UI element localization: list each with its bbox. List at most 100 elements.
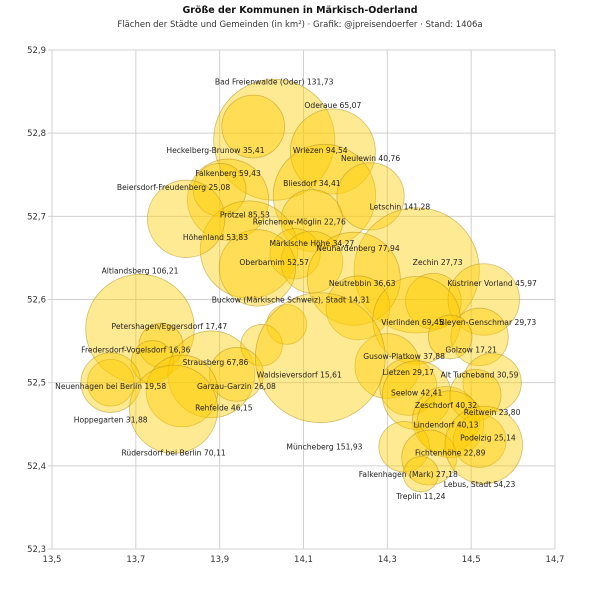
bubble-label: Lindendorf 40,13 (414, 420, 479, 429)
x-tick-label: 14,1 (294, 555, 313, 565)
bubble-label: Garzau-Garzin 26,08 (197, 382, 276, 391)
x-tick-label: 13,9 (210, 555, 229, 565)
bubble[interactable] (209, 347, 264, 402)
x-tick-label: 14,5 (462, 555, 481, 565)
bubble-label: Rehfelde 46,15 (195, 404, 253, 413)
bubble[interactable] (86, 358, 135, 407)
bubble[interactable] (449, 369, 502, 422)
bubble-label: Märkische Höhe 34,27 (269, 239, 354, 248)
bubble[interactable] (147, 179, 226, 258)
bubble-label: Lebus, Stadt 54,23 (444, 480, 516, 489)
bubble-label: Reitwein 23,80 (464, 408, 521, 417)
bubble[interactable] (85, 273, 195, 384)
bubble[interactable] (444, 405, 523, 485)
bubble-label: Beiersdorf-Freudenberg 25,08 (117, 183, 231, 192)
bubble-label: Bleyen-Genschmar 29,73 (440, 318, 537, 327)
bubble-label: Hoppegarten 31,88 (74, 415, 148, 424)
bubble[interactable] (218, 229, 297, 307)
bubble-label: Letschin 141,28 (370, 202, 431, 211)
bubble[interactable] (240, 324, 283, 367)
bubble[interactable] (145, 354, 219, 428)
bubble[interactable] (213, 78, 336, 201)
bubble[interactable] (372, 275, 461, 365)
bubble[interactable] (354, 333, 421, 399)
y-tick-label: 52,5 (27, 379, 46, 389)
bubbles (80, 78, 523, 493)
bubble[interactable] (402, 456, 439, 493)
bubble-label: Gusow-Platkow 37,88 (363, 352, 445, 361)
bubble[interactable] (289, 108, 376, 195)
bubble-label: Bliesdorf 34,41 (283, 179, 341, 188)
bubble[interactable] (336, 162, 405, 231)
bubble[interactable] (401, 429, 458, 486)
bubble-labels: Bad Freienwalde (Oder) 131,73 Oderaue 65,… (55, 78, 537, 501)
bubble-label: Altlandsberg 106,21 (102, 266, 179, 275)
bubble[interactable] (266, 304, 308, 345)
y-tick-label: 52,9 (27, 46, 46, 56)
bubble[interactable] (167, 330, 256, 419)
bubble-label: Rüdersdorf bei Berlin 70,11 (121, 449, 225, 458)
chart-subtitle: Flächen der Städte und Gemeinden (in km²… (117, 20, 483, 30)
bubble-label: Petershagen/Eggersdorf 17,47 (112, 322, 228, 331)
bubble-label: Höhenland 53,83 (183, 233, 248, 242)
y-tick-label: 52,6 (27, 296, 46, 306)
bubble-label: Lietzen 29,17 (382, 368, 434, 377)
bubble-label: Golzow 17,21 (445, 345, 497, 354)
bubble[interactable] (130, 340, 175, 384)
bubble-label: Waldsieversdorf 15,61 (257, 370, 342, 379)
bubble-label: Fredersdorf-Vogelsdorf 16,36 (81, 345, 191, 354)
bubble-label: Strausberg 67,86 (183, 358, 249, 367)
bubble[interactable] (381, 360, 452, 430)
y-tick-label: 52,4 (27, 462, 46, 472)
bubble-label: Seelow 42,41 (391, 389, 442, 398)
bubble[interactable] (306, 231, 401, 326)
bubble-label: Bad Freienwalde (Oder) 131,73 (215, 78, 334, 87)
bubble-label: Alt Tucheband 30,59 (441, 370, 519, 379)
bubble[interactable] (280, 189, 344, 252)
bubble-label: Neuenhagen bei Berlin 19,58 (55, 382, 166, 391)
bubble-label: Küstriner Vorland 45,97 (447, 279, 537, 288)
x-tick-label: 13,7 (126, 555, 145, 565)
bubble-label: Oberbarnim 52,57 (239, 258, 309, 267)
bubble-label: Zechin 27,73 (413, 258, 463, 267)
bubble[interactable] (80, 352, 141, 413)
y-tick-label: 52,8 (27, 129, 46, 139)
bubble[interactable] (192, 162, 247, 217)
bubble-label: Podelzig 25,14 (460, 434, 516, 443)
bubble-label: Buckow (Märkische Schweiz), Stadt 14,31 (212, 296, 371, 305)
bubble[interactable] (254, 292, 386, 424)
bubble[interactable] (416, 390, 484, 459)
bubble-label: Neulewin 40,76 (341, 154, 400, 163)
bubble[interactable] (427, 314, 473, 360)
bubble[interactable] (462, 353, 522, 413)
bubble[interactable] (379, 357, 438, 416)
bubble[interactable] (269, 228, 321, 280)
bubble[interactable] (452, 414, 507, 468)
bubble-label: Reichenow-Möglin 22,76 (253, 217, 346, 226)
bubble-label: Fichtenhöhe 22,89 (415, 449, 486, 458)
bubble-label: Neutrebbin 36,63 (329, 279, 396, 288)
bubble[interactable] (325, 275, 391, 341)
x-tick-label: 14,3 (378, 555, 397, 565)
bubble[interactable] (221, 94, 285, 159)
bubble-label: Prötzel 85,53 (220, 211, 270, 220)
bubble[interactable] (447, 263, 520, 336)
bubble[interactable] (187, 158, 270, 241)
bubble-label: Zeschdorf 40,32 (415, 401, 477, 410)
bubble-label: Vierlinden 69,45 (381, 318, 444, 327)
bubble-label: Treplin 11,24 (395, 492, 445, 501)
axes: 13,5 13,7 13,9 14,1 14,3 14,5 14,7 52,9 52,8 52,7… (27, 46, 564, 565)
bubble-label: Falkenberg 59,43 (195, 169, 261, 178)
bubble-label: Müncheberg 151,93 (286, 443, 362, 452)
bubble-label: Neuhardenberg 77,94 (316, 244, 400, 253)
x-tick-label: 13,5 (43, 555, 62, 565)
bubble-label: Falkenhagen (Mark) 27,18 (359, 470, 458, 479)
bubble[interactable] (450, 307, 509, 367)
y-tick-label: 52,3 (27, 545, 46, 555)
chart-title: Größe der Kommunen in Märkisch-Oderland (182, 5, 418, 16)
bubble-label: Wriezen 94,54 (293, 146, 348, 155)
bubble-label: Oderaue 65,07 (304, 101, 361, 110)
bubble[interactable] (129, 364, 219, 454)
bubble-label: Heckelberg-Brunow 35,41 (166, 146, 264, 155)
